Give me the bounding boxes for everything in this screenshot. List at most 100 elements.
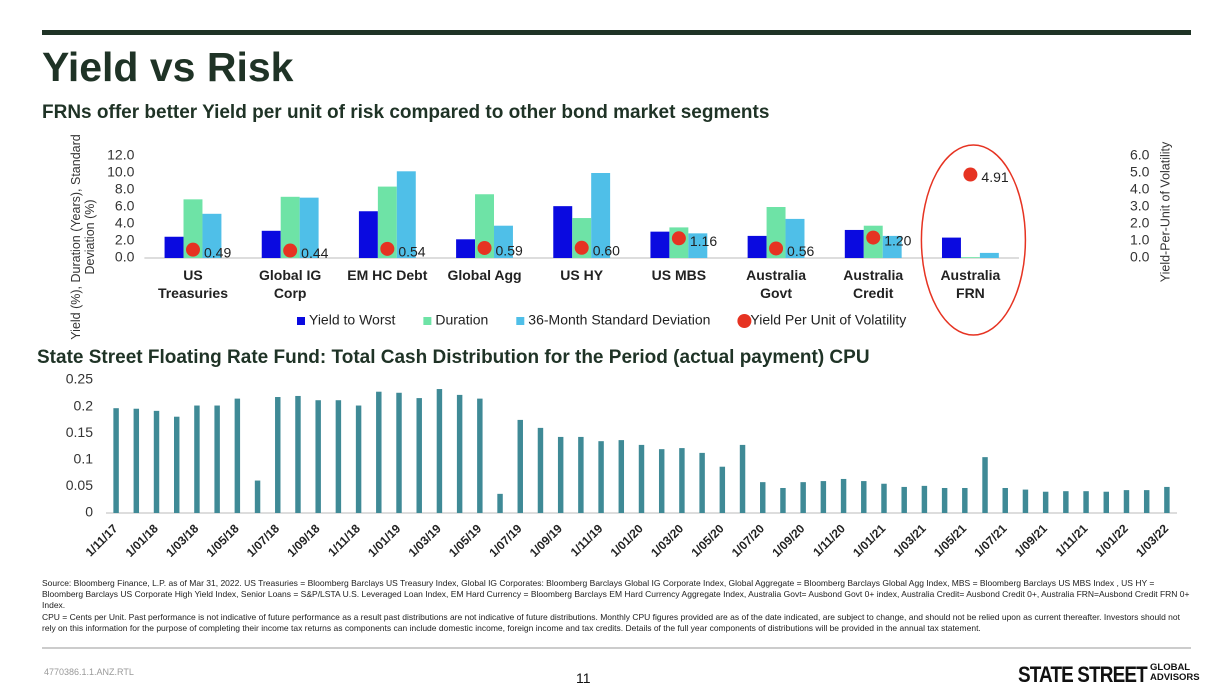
y-tick-label: 0 (85, 504, 93, 520)
data-label: 0.59 (496, 243, 523, 259)
bar (280, 196, 300, 258)
legend-marker (297, 317, 305, 325)
x-tick-label: 1/07/18 (244, 521, 282, 559)
y-axis-label: Yield (%), Duration (Years), StandardDev… (69, 134, 97, 339)
scatter-point (477, 240, 492, 255)
data-label: 0.54 (398, 244, 425, 260)
x-tick-label: Australia FRN (940, 267, 1001, 301)
page-subtitle: FRNs offer better Yield per unit of risk… (42, 102, 770, 123)
bar (591, 173, 611, 258)
bar (578, 436, 584, 513)
page-number: 11 (576, 670, 591, 686)
bar (979, 252, 999, 258)
x-tick-label: 1/03/18 (163, 521, 201, 559)
x-tick-label: 1/05/19 (446, 521, 484, 559)
bar (376, 391, 382, 513)
bar (183, 199, 203, 258)
y2-tick-label: 0.0 (1130, 249, 1150, 265)
scatter-point (769, 241, 784, 256)
y2-tick-label: 3.0 (1130, 198, 1150, 214)
data-label: 1.20 (884, 232, 911, 248)
bar (133, 408, 140, 513)
bar (355, 405, 362, 513)
disclaimer: CPU = Cents per Unit. Past performance i… (42, 611, 1180, 633)
logo: STATE STREET (1018, 662, 1148, 687)
bar (1143, 490, 1150, 513)
legend-label: 36-Month Standard Deviation (528, 312, 710, 328)
bar (1103, 491, 1110, 513)
bar (261, 230, 281, 258)
bar (295, 395, 301, 513)
x-tick-label: 1/03/22 (1133, 521, 1171, 559)
x-tick-label: 1/01/18 (123, 521, 161, 559)
footnotes: Source: Bloomberg Finance, L.P. as of Ma… (42, 578, 1194, 634)
bar (164, 236, 184, 258)
bar (214, 405, 220, 513)
x-tick-label: 1/11/19 (568, 521, 606, 559)
data-label: 0.49 (204, 244, 231, 260)
x-tick-label: 1/03/21 (891, 521, 929, 559)
bar (113, 408, 119, 513)
y-tick-label: 0.1 (74, 451, 94, 467)
bar (358, 211, 378, 258)
data-label: 0.56 (787, 243, 814, 259)
y-tick-label: 0.05 (66, 477, 93, 493)
scatter-point (671, 231, 686, 246)
bar (747, 235, 767, 258)
source-note: Source: Bloomberg Finance, L.P. as of Ma… (42, 578, 1190, 611)
x-tick-label: 1/11/17 (83, 521, 121, 559)
y2-tick-label: 2.0 (1130, 215, 1150, 231)
bar (1083, 491, 1089, 513)
bar (719, 466, 726, 513)
legend-label: Yield to Worst (309, 312, 395, 328)
bar (618, 440, 625, 513)
y-tick-label: 12.0 (107, 147, 134, 163)
bar (553, 206, 573, 258)
legend-label: Duration (435, 312, 488, 328)
bar (436, 389, 443, 513)
data-label: 1.16 (690, 233, 717, 249)
y-tick-label: 10.0 (107, 164, 134, 180)
x-tick-label: Global Agg (447, 267, 522, 283)
x-tick-label: 1/07/19 (486, 521, 524, 559)
bar (962, 487, 968, 513)
bar (493, 225, 513, 258)
y2-tick-label: 5.0 (1130, 164, 1150, 180)
bar (275, 397, 281, 513)
bar (335, 400, 342, 513)
bar (475, 194, 494, 258)
scatter-point (963, 167, 978, 182)
bar (557, 436, 564, 513)
data-label: 4.91 (981, 169, 1008, 185)
scatter-point (866, 230, 881, 245)
bar (477, 398, 483, 513)
bar (844, 229, 864, 258)
bar (1042, 491, 1049, 513)
y2-tick-label: 1.0 (1130, 232, 1150, 248)
y2-tick-label: 4.0 (1130, 181, 1150, 197)
bar (1063, 491, 1069, 513)
bar (780, 487, 786, 513)
x-tick-label: 1/11/20 (810, 521, 848, 559)
highlight-ellipse (920, 144, 1027, 336)
logo-subtitle: GLOBAL ADVISORS (1150, 662, 1200, 683)
x-tick-label: 1/03/19 (406, 521, 444, 559)
x-tick-label: 1/11/21 (1053, 521, 1091, 559)
x-tick-label: 1/01/20 (608, 521, 646, 559)
bar (194, 405, 200, 513)
bar (456, 394, 463, 513)
x-tick-label: 1/01/21 (850, 521, 888, 559)
x-tick-label: 1/11/18 (325, 521, 363, 559)
y-tick-label: 8.0 (115, 181, 135, 197)
bar (820, 481, 827, 513)
y2-axis-label: Yield-Per-Unit of Volatility (1158, 141, 1172, 282)
chart-title: State Street Floating Rate Fund: Total C… (37, 347, 870, 368)
top-rule (42, 30, 1191, 35)
bar (982, 457, 988, 513)
bar (299, 197, 319, 258)
bar (901, 486, 907, 513)
bar (699, 452, 705, 513)
y-tick-label: 2.0 (115, 232, 135, 248)
